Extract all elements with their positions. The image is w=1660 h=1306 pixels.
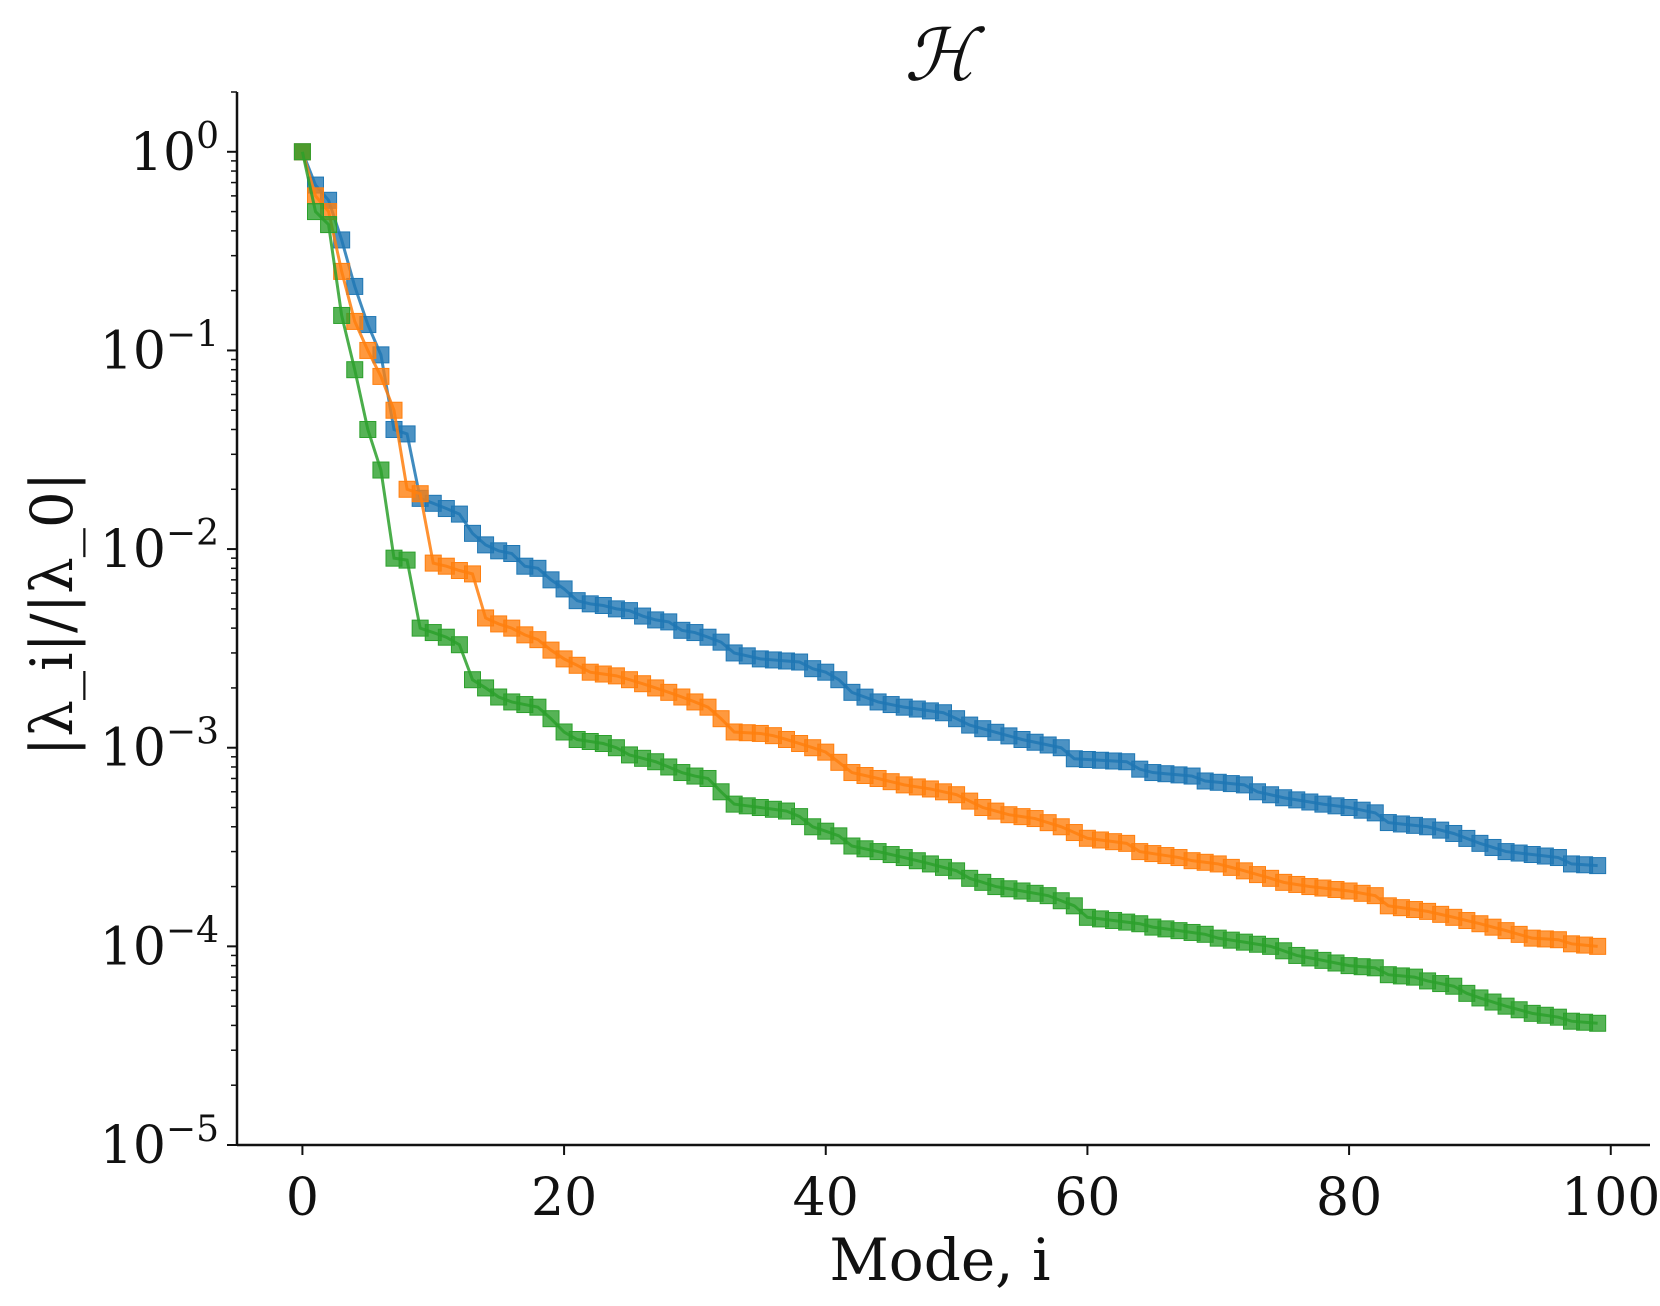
data-point (372, 367, 390, 385)
data-point (830, 827, 848, 845)
data-point (1589, 937, 1607, 955)
y-tick-label: 100 (130, 116, 219, 183)
data-point (477, 679, 495, 697)
y-tick-label: 10−4 (100, 910, 219, 977)
series-1 (293, 143, 1607, 955)
x-tick-label: 80 (1316, 1168, 1382, 1228)
data-point (1366, 804, 1384, 822)
y-axis-label-text: |λ_i|/|λ_0| (18, 472, 86, 757)
y-tick-label: 10−3 (100, 712, 219, 779)
data-point (359, 420, 377, 438)
data-point (307, 203, 324, 221)
data-point (712, 710, 730, 728)
plot-area (293, 143, 1607, 1032)
chart-title: ℋ (904, 13, 985, 97)
data-point (555, 580, 573, 598)
data-point (712, 783, 730, 801)
data-point (791, 808, 809, 826)
series-0 (293, 143, 1607, 875)
x-axis-label: Mode, i (829, 1226, 1050, 1294)
data-point (542, 641, 560, 659)
data-point (385, 401, 403, 419)
data-point (699, 769, 717, 787)
y-tick-label: 10−1 (100, 314, 219, 381)
data-point (817, 743, 835, 761)
data-point (529, 698, 547, 716)
data-point (1065, 897, 1083, 915)
data-point (333, 262, 351, 280)
data-point (830, 753, 848, 771)
data-point (830, 671, 848, 689)
x-tick-label: 100 (1561, 1168, 1660, 1228)
series-2 (293, 143, 1607, 1032)
data-point (503, 545, 521, 563)
data-point (1589, 1014, 1607, 1032)
data-point (1052, 739, 1070, 757)
data-point (1366, 887, 1384, 905)
data-point (372, 461, 390, 479)
data-point (333, 306, 351, 324)
series-line (301, 151, 1598, 868)
data-point (464, 524, 481, 542)
y-axis-label: |λ_i|/|λ_0| (18, 472, 86, 757)
data-point (542, 571, 560, 589)
data-point (293, 143, 311, 161)
data-point (346, 277, 364, 295)
data-point (464, 565, 481, 583)
y-tick-label: 10−2 (100, 513, 219, 580)
data-point (346, 361, 364, 379)
x-tick-label: 20 (531, 1168, 597, 1228)
data-point (542, 710, 560, 728)
axes: 0 20 40 60 80 100 100 10−1 10−2 10−3 10−4 10−5 (100, 91, 1660, 1228)
data-point (398, 425, 416, 443)
data-point (712, 633, 730, 651)
data-point (529, 559, 547, 577)
data-point (411, 485, 429, 503)
data-point (529, 631, 547, 649)
data-point (450, 636, 468, 654)
data-point (1589, 857, 1607, 875)
y-tick-label: 10−5 (100, 1109, 219, 1176)
series-line (300, 151, 1598, 1025)
data-point (320, 216, 338, 234)
x-tick-label: 60 (1054, 1168, 1120, 1228)
data-point (699, 698, 717, 716)
data-point (398, 551, 416, 569)
data-point (450, 505, 468, 523)
x-tick-label: 40 (793, 1168, 859, 1228)
data-point (359, 341, 377, 359)
x-tick-label: 0 (286, 1168, 319, 1228)
